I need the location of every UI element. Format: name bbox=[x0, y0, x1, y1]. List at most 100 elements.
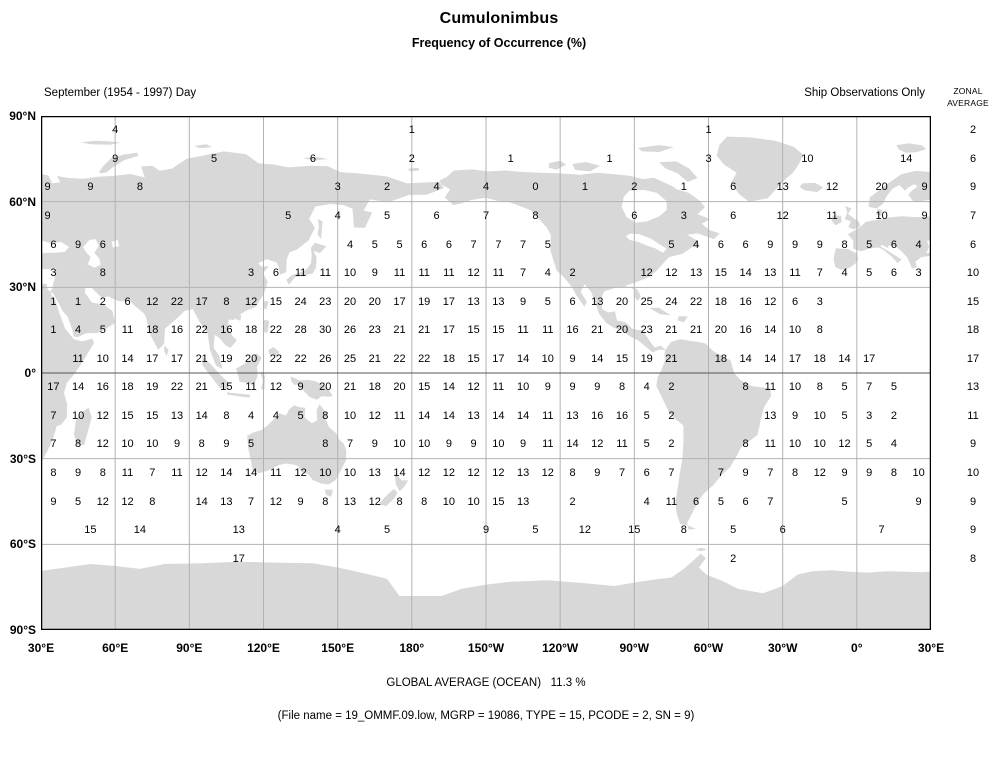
grid-value: 5 bbox=[717, 495, 724, 508]
lon-label: 180° bbox=[399, 641, 425, 655]
grid-value: 6 bbox=[421, 238, 428, 251]
grid-value: 8 bbox=[791, 466, 799, 479]
grid-value: 13 bbox=[591, 295, 604, 308]
grid-value: 8 bbox=[149, 495, 156, 508]
land-shape bbox=[694, 547, 708, 552]
grid-value: 10 bbox=[96, 352, 109, 365]
grid-value: 5 bbox=[841, 381, 848, 394]
grid-value: 12 bbox=[368, 495, 381, 508]
land-shape bbox=[99, 152, 139, 174]
grid-value: 3 bbox=[334, 181, 341, 194]
grid-value: 7 bbox=[495, 238, 502, 251]
grid-value: 5 bbox=[643, 409, 650, 422]
grid-value: 8 bbox=[569, 466, 576, 479]
grid-value: 17 bbox=[232, 552, 245, 565]
grid-value: 11 bbox=[764, 381, 777, 394]
grid-value: 11 bbox=[616, 438, 628, 451]
grid-value: 14 bbox=[900, 152, 913, 165]
zonal-average-value: 11 bbox=[967, 409, 979, 422]
period-label: September (1954 - 1997) Day bbox=[44, 87, 197, 99]
zonal-average-header-line2: AVERAGE bbox=[947, 98, 989, 108]
grid-value: 5 bbox=[384, 209, 391, 222]
grid-value: 14 bbox=[393, 466, 406, 479]
grid-value: 11 bbox=[393, 267, 406, 280]
grid-value: 13 bbox=[467, 409, 480, 422]
grid-value: 1 bbox=[507, 152, 514, 165]
grid-value: 12 bbox=[96, 409, 109, 422]
grid-value: 14 bbox=[195, 495, 208, 508]
grid-value: 9 bbox=[44, 181, 51, 194]
grid-value: 10 bbox=[71, 409, 85, 422]
land-shape bbox=[896, 143, 927, 153]
grid-value: 7 bbox=[346, 438, 354, 451]
grid-value: 5 bbox=[890, 381, 897, 394]
land-shape bbox=[833, 248, 859, 270]
grid-value: 8 bbox=[322, 409, 329, 422]
grid-value: 15 bbox=[615, 352, 629, 365]
grid-value: 10 bbox=[393, 438, 406, 451]
grid-value: 10 bbox=[912, 466, 925, 479]
grid-value: 18 bbox=[244, 324, 258, 337]
grid-value: 3 bbox=[705, 152, 712, 165]
land-shape bbox=[263, 319, 270, 333]
grid-value: 11 bbox=[294, 267, 307, 280]
grid-value: 14 bbox=[442, 381, 456, 394]
grid-value: 7 bbox=[767, 495, 774, 508]
grid-value: 2 bbox=[569, 267, 576, 280]
land-shape bbox=[247, 404, 347, 485]
grid-value: 8 bbox=[136, 181, 143, 194]
grid-value: 19 bbox=[220, 352, 233, 365]
grid-value: 11 bbox=[245, 381, 257, 394]
grid-value: 8 bbox=[421, 495, 428, 508]
grid-value: 20 bbox=[875, 181, 888, 194]
grid-value: 4 bbox=[75, 324, 82, 337]
grid-value: 14 bbox=[71, 381, 85, 394]
grid-value: 3 bbox=[248, 267, 255, 280]
grid-value: 2 bbox=[668, 409, 675, 422]
grid-value: 9 bbox=[470, 438, 477, 451]
grid-value: 1 bbox=[50, 295, 57, 308]
grid-value: 7 bbox=[767, 466, 774, 479]
grid-value: 20 bbox=[244, 352, 258, 365]
grid-value: 12 bbox=[121, 495, 134, 508]
zonal-average-value: 8 bbox=[969, 552, 977, 565]
grid-value: 22 bbox=[170, 295, 184, 308]
page-title: Cumulonimbus bbox=[439, 10, 559, 27]
lon-label: 60°W bbox=[693, 641, 724, 655]
grid-value: 9 bbox=[371, 267, 378, 280]
lat-label: 30°N bbox=[9, 280, 36, 295]
grid-value: 5 bbox=[285, 209, 292, 222]
grid-value: 9 bbox=[520, 295, 527, 308]
grid-value: 9 bbox=[544, 381, 551, 394]
grid-value: 9 bbox=[921, 209, 928, 222]
land-shape bbox=[408, 167, 420, 172]
grid-value: 5 bbox=[544, 238, 551, 251]
land-shape bbox=[263, 301, 269, 310]
grid-value: 1 bbox=[606, 152, 613, 165]
file-info-label: (File name = 19_OMMF.09.low, MGRP = 1908… bbox=[277, 710, 695, 722]
grid-value: 12 bbox=[764, 295, 777, 308]
grid-value: 13 bbox=[220, 495, 233, 508]
grid-value: 21 bbox=[368, 352, 381, 365]
grid-value: 12 bbox=[467, 267, 480, 280]
grid-value: 15 bbox=[146, 409, 159, 422]
grid-value: 6 bbox=[717, 238, 724, 251]
grid-value: 13 bbox=[689, 267, 703, 280]
lat-label: 90°N bbox=[9, 109, 36, 123]
grid-value: 20 bbox=[343, 295, 357, 308]
grid-value: 12 bbox=[825, 181, 839, 194]
zonal-average-value: 9 bbox=[969, 181, 977, 194]
grid-value: 2 bbox=[668, 381, 675, 394]
grid-value: 6 bbox=[445, 238, 452, 251]
grid-value: 12 bbox=[467, 466, 480, 479]
land-shape bbox=[876, 209, 883, 216]
grid-value: 22 bbox=[195, 324, 208, 337]
grid-value: 12 bbox=[665, 267, 678, 280]
grid-value: 20 bbox=[714, 324, 728, 337]
land-shape bbox=[324, 489, 333, 497]
grid-value: 10 bbox=[146, 438, 159, 451]
grid-value: 17 bbox=[146, 352, 159, 365]
grid-value: 10 bbox=[343, 409, 357, 422]
grid-value: 14 bbox=[838, 352, 851, 365]
grid-value: 23 bbox=[368, 324, 381, 337]
